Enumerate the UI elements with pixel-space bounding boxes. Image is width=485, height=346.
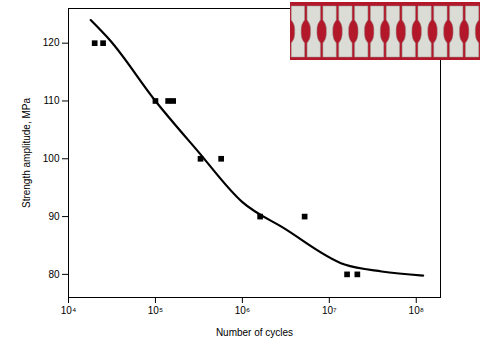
svg-text:Number of cycles: Number of cycles [216, 327, 293, 338]
svg-text:120: 120 [43, 37, 60, 48]
svg-text:110: 110 [44, 95, 60, 106]
svg-text:10⁸: 10⁸ [409, 305, 424, 316]
svg-text:10⁷: 10⁷ [322, 305, 337, 316]
svg-text:10⁴: 10⁴ [61, 305, 76, 316]
svg-text:100: 100 [43, 153, 60, 164]
svg-text:90: 90 [48, 211, 60, 222]
svg-text:10⁶: 10⁶ [235, 305, 250, 316]
svg-text:80: 80 [48, 269, 60, 280]
svg-text:10⁵: 10⁵ [148, 305, 163, 316]
svg-text:Strength amplitude, MPa: Strength amplitude, MPa [21, 98, 32, 208]
